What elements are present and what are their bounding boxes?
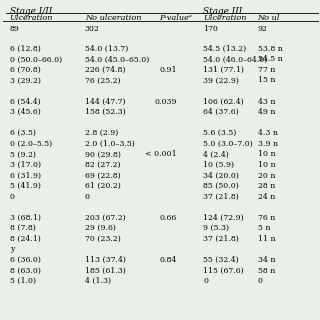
Text: 115 (67.6): 115 (67.6) [203, 267, 244, 275]
Text: 54.0 (13.7): 54.0 (13.7) [85, 45, 128, 53]
Text: 43 n: 43 n [258, 98, 275, 106]
Text: 144 (47.7): 144 (47.7) [85, 98, 125, 106]
Text: 58 n: 58 n [258, 267, 275, 275]
Text: 9 (5.3): 9 (5.3) [203, 224, 229, 232]
Text: 6 (70.8): 6 (70.8) [10, 66, 40, 74]
Text: 54.5 (13.2): 54.5 (13.2) [203, 45, 246, 53]
Text: 90 (29.8): 90 (29.8) [85, 150, 121, 158]
Text: 3 (17.0): 3 (17.0) [10, 161, 41, 169]
Text: Ulceration: Ulceration [203, 14, 247, 22]
Text: 3.9 n: 3.9 n [258, 140, 278, 148]
Text: Stage I/II: Stage I/II [10, 7, 52, 16]
Text: 10 (5.9): 10 (5.9) [203, 161, 234, 169]
Text: < 0.001: < 0.001 [145, 150, 177, 158]
Text: 0: 0 [85, 193, 90, 201]
Text: 5 (9.2): 5 (9.2) [10, 150, 36, 158]
Text: 5 (41.9): 5 (41.9) [10, 182, 40, 190]
Text: y: y [10, 245, 14, 253]
Text: 55 (32.4): 55 (32.4) [203, 256, 239, 264]
Text: 0.039: 0.039 [155, 98, 177, 106]
Text: Stage III: Stage III [203, 7, 243, 16]
Text: 124 (72.9): 124 (72.9) [203, 214, 244, 222]
Text: 6 (36.0): 6 (36.0) [10, 256, 40, 264]
Text: 54.5 n: 54.5 n [258, 55, 282, 63]
Text: 0 (2.0–5.5): 0 (2.0–5.5) [10, 140, 52, 148]
Text: 37 (21.8): 37 (21.8) [203, 193, 239, 201]
Text: No ulceration: No ulceration [85, 14, 141, 22]
Text: 76 n: 76 n [258, 214, 275, 222]
Text: 64 (37.6): 64 (37.6) [203, 108, 239, 116]
Text: 2.8 (2.9): 2.8 (2.9) [85, 129, 118, 137]
Text: 24 n: 24 n [258, 193, 275, 201]
Text: 6 (31.9): 6 (31.9) [10, 172, 41, 180]
Text: 3 (68.1): 3 (68.1) [10, 214, 40, 222]
Text: 34 (20.0): 34 (20.0) [203, 172, 239, 180]
Text: 170: 170 [203, 25, 218, 33]
Text: 10 n: 10 n [258, 150, 275, 158]
Text: 158 (52.3): 158 (52.3) [85, 108, 125, 116]
Text: 2.0 (1.0–3.5): 2.0 (1.0–3.5) [85, 140, 134, 148]
Text: 37 (21.8): 37 (21.8) [203, 235, 239, 243]
Text: 70 (23.2): 70 (23.2) [85, 235, 121, 243]
Text: 77 n: 77 n [258, 66, 275, 74]
Text: 185 (61.3): 185 (61.3) [85, 267, 125, 275]
Text: 6 (12.8): 6 (12.8) [10, 45, 40, 53]
Text: 34 n: 34 n [258, 256, 275, 264]
Text: No ul: No ul [258, 14, 280, 22]
Text: 5 (1.0): 5 (1.0) [10, 277, 36, 285]
Text: 4.3 n: 4.3 n [258, 129, 278, 137]
Text: 4 (2.4): 4 (2.4) [203, 150, 229, 158]
Text: 6 (54.4): 6 (54.4) [10, 98, 40, 106]
Text: 29 (9.6): 29 (9.6) [85, 224, 116, 232]
Text: 8 (7.8): 8 (7.8) [10, 224, 35, 232]
Text: 69 (22.8): 69 (22.8) [85, 172, 120, 180]
Text: 92: 92 [258, 25, 268, 33]
Text: 0: 0 [258, 277, 263, 285]
Text: 203 (67.2): 203 (67.2) [85, 214, 125, 222]
Text: 82 (27.2): 82 (27.2) [85, 161, 120, 169]
Text: P-valueᵃ: P-valueᵃ [159, 14, 192, 22]
Text: 113 (37.4): 113 (37.4) [85, 256, 126, 264]
Text: 85 (50.0): 85 (50.0) [203, 182, 239, 190]
Text: 5 n: 5 n [258, 224, 270, 232]
Text: 4 (1.3): 4 (1.3) [85, 277, 111, 285]
Text: 106 (62.4): 106 (62.4) [203, 98, 244, 106]
Text: 61 (20.2): 61 (20.2) [85, 182, 121, 190]
Text: 0.84: 0.84 [160, 256, 177, 264]
Text: 5.6 (3.5): 5.6 (3.5) [203, 129, 236, 137]
Text: 3 (29.2): 3 (29.2) [10, 76, 40, 84]
Text: 49 n: 49 n [258, 108, 275, 116]
Text: 54.0 (46.0–64.0): 54.0 (46.0–64.0) [203, 55, 268, 63]
Text: 20 n: 20 n [258, 172, 275, 180]
Text: 10 n: 10 n [258, 161, 275, 169]
Text: 28 n: 28 n [258, 182, 275, 190]
Text: 0.91: 0.91 [159, 66, 177, 74]
Text: 8 (24.1): 8 (24.1) [10, 235, 40, 243]
Text: 39 (22.9): 39 (22.9) [203, 76, 239, 84]
Text: 131 (77.1): 131 (77.1) [203, 66, 244, 74]
Text: 6 (3.5): 6 (3.5) [10, 129, 36, 137]
Text: 11 n: 11 n [258, 235, 275, 243]
Text: Ulceration: Ulceration [10, 14, 53, 22]
Text: 0: 0 [10, 193, 15, 201]
Text: 15 n: 15 n [258, 76, 275, 84]
Text: 5.0 (3.0–7.0): 5.0 (3.0–7.0) [203, 140, 253, 148]
Text: 8 (63.0): 8 (63.0) [10, 267, 40, 275]
Text: 3 (45.6): 3 (45.6) [10, 108, 40, 116]
Text: 302: 302 [85, 25, 100, 33]
Text: 226 (74.8): 226 (74.8) [85, 66, 125, 74]
Text: 54.0 (45.0–65.0): 54.0 (45.0–65.0) [85, 55, 149, 63]
Text: 0 (50.0–66.0): 0 (50.0–66.0) [10, 55, 62, 63]
Text: 53.8 n: 53.8 n [258, 45, 283, 53]
Text: 89: 89 [10, 25, 20, 33]
Text: 0: 0 [203, 277, 208, 285]
Text: 0.66: 0.66 [160, 214, 177, 222]
Text: 76 (25.2): 76 (25.2) [85, 76, 120, 84]
